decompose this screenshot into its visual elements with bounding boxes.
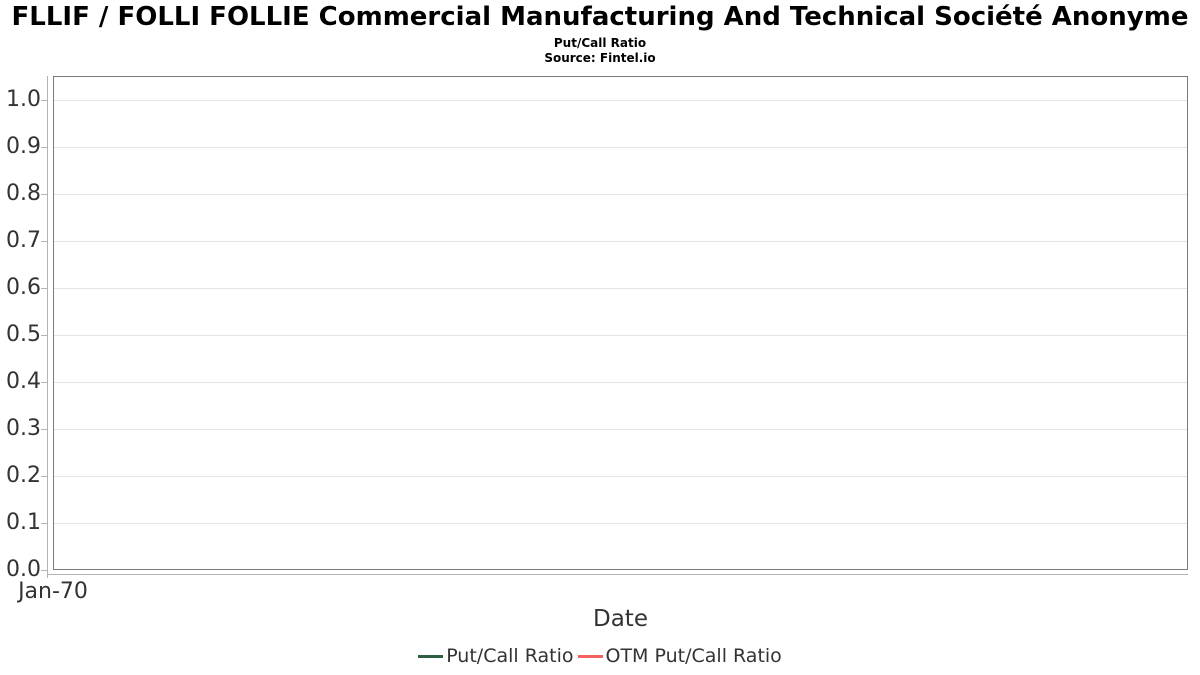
y-tick-label: 0.3: [6, 416, 41, 441]
y-tick-mark: [41, 476, 47, 477]
y-tick-label: 0.4: [6, 369, 41, 394]
y-tick-mark: [41, 241, 47, 242]
gridline: [54, 241, 1187, 242]
legend-item[interactable]: Put/Call Ratio: [418, 645, 574, 667]
legend: Put/Call Ratio OTM Put/Call Ratio: [0, 645, 1200, 667]
legend-line-swatch: [418, 654, 444, 658]
legend-label: OTM Put/Call Ratio: [605, 645, 782, 667]
y-axis-line: [47, 76, 48, 578]
gridline: [54, 382, 1187, 383]
x-tick-label: Jan-70: [18, 579, 88, 604]
y-tick-mark: [41, 100, 47, 101]
y-tick-label: 0.2: [6, 463, 41, 488]
legend-label: Put/Call Ratio: [446, 645, 574, 667]
y-tick-mark: [41, 382, 47, 383]
y-tick-mark: [41, 288, 47, 289]
gridline: [54, 523, 1187, 524]
chart-title: FLLIF / FOLLI FOLLIE Commercial Manufact…: [11, 2, 1189, 32]
y-tick-label: 0.6: [6, 275, 41, 300]
legend-item[interactable]: OTM Put/Call Ratio: [577, 645, 782, 667]
gridline: [54, 194, 1187, 195]
gridline: [54, 429, 1187, 430]
y-tick-label: 0.1: [6, 510, 41, 535]
gridline: [54, 476, 1187, 477]
chart-subtitle: Put/Call Ratio: [553, 36, 647, 50]
y-tick-mark: [41, 194, 47, 195]
gridline: [54, 288, 1187, 289]
y-tick-mark: [41, 335, 47, 336]
y-tick-label: 0.0: [6, 557, 41, 582]
y-tick-label: 0.9: [6, 134, 41, 159]
chart-source: Source: Fintel.io: [544, 51, 656, 65]
y-tick-label: 1.0: [6, 87, 41, 112]
y-tick-label: 0.7: [6, 228, 41, 253]
plot-area: [53, 76, 1188, 570]
gridline: [54, 335, 1187, 336]
y-tick-mark: [41, 429, 47, 430]
y-tick-mark: [41, 523, 47, 524]
gridline: [54, 100, 1187, 101]
y-tick-mark: [41, 147, 47, 148]
y-tick-label: 0.5: [6, 322, 41, 347]
gridline: [54, 147, 1187, 148]
y-tick-label: 0.8: [6, 181, 41, 206]
x-axis-line: [47, 574, 1188, 575]
y-tick-mark: [41, 570, 47, 571]
legend-line-swatch: [577, 654, 603, 658]
x-axis-label: Date: [593, 606, 648, 632]
